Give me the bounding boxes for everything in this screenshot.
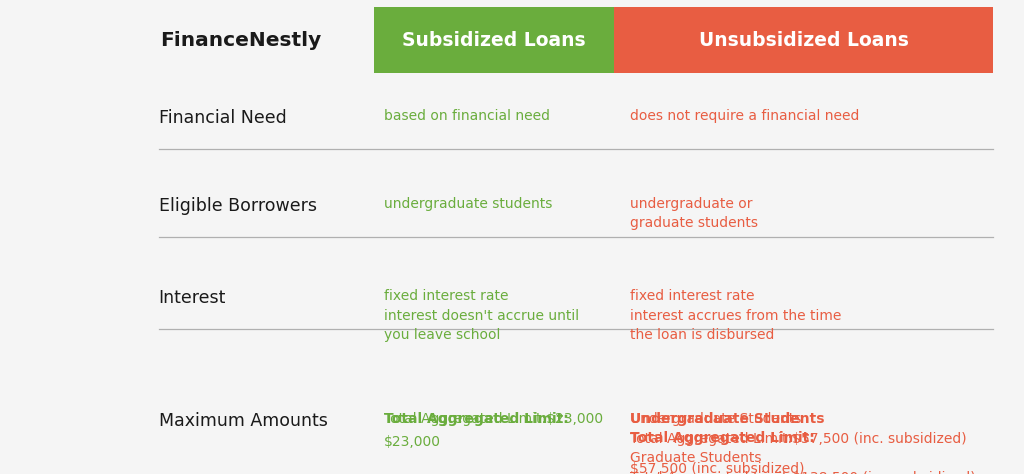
Text: fixed interest rate
interest doesn't accrue until
you leave school: fixed interest rate interest doesn't acc… [384,289,580,342]
Text: Maximum Amounts: Maximum Amounts [159,412,328,430]
Text: Undergraduate Students
Total Aggregated Limit:$57,500 (inc. subsidized)
Graduate: Undergraduate Students Total Aggregated … [630,412,976,474]
Text: based on financial need: based on financial need [384,109,550,123]
Text: does not require a financial need: does not require a financial need [630,109,859,123]
Text: $57,500 (inc. subsidized): $57,500 (inc. subsidized) [630,463,804,474]
Text: Interest: Interest [159,289,226,307]
Text: FinanceNestly: FinanceNestly [160,31,322,50]
Text: Unsubsidized Loans: Unsubsidized Loans [699,31,908,50]
Text: fixed interest rate
interest accrues from the time
the loan is disbursed: fixed interest rate interest accrues fro… [630,289,841,342]
Text: Total Aggregated Limit:: Total Aggregated Limit: [384,412,568,427]
Text: undergraduate students: undergraduate students [384,197,552,211]
Text: Subsidized Loans: Subsidized Loans [402,31,586,50]
Text: Eligible Borrowers: Eligible Borrowers [159,197,316,215]
FancyBboxPatch shape [614,7,993,73]
Text: Undergraduate Students
Total Aggregated Limit:: Undergraduate Students Total Aggregated … [630,412,824,445]
Text: $23,000: $23,000 [384,435,441,449]
Text: Financial Need: Financial Need [159,109,287,127]
Text: undergraduate or
graduate students: undergraduate or graduate students [630,197,758,230]
Text: Total Aggregated Limit:$23,000: Total Aggregated Limit:$23,000 [384,412,603,427]
FancyBboxPatch shape [374,7,614,73]
